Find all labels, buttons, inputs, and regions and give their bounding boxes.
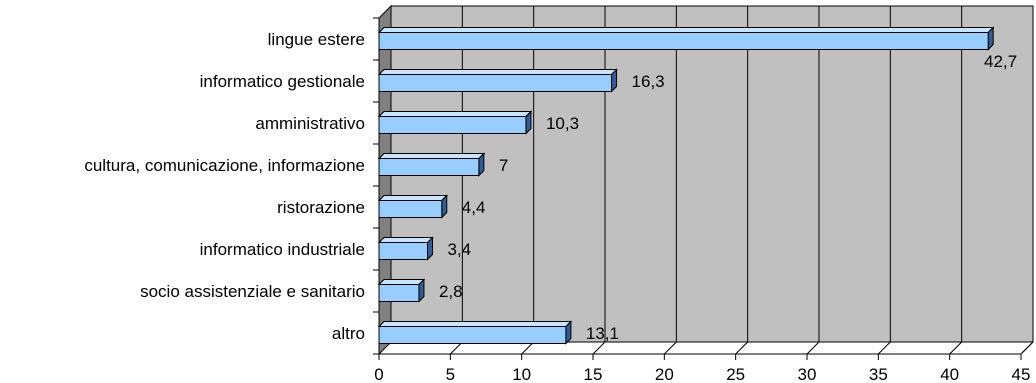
x-tick-label: 35 [869, 365, 888, 383]
floor-gridline [949, 341, 963, 355]
bar [377, 236, 434, 261]
category-label: ristorazione [277, 198, 365, 217]
x-tick-label: 20 [655, 365, 674, 383]
x-tick-label: 0 [374, 365, 383, 383]
x-tick-label: 25 [726, 365, 745, 383]
bar-front [378, 74, 613, 92]
category-label: cultura, comunicazione, informazione [84, 156, 365, 175]
x-tick-label: 40 [940, 365, 959, 383]
bar-front [378, 158, 480, 176]
bar [377, 26, 995, 51]
category-label: lingue estere [268, 30, 365, 49]
bar-top [377, 69, 618, 75]
bar-top [377, 321, 573, 327]
data-label: 3,4 [448, 240, 472, 259]
bar-top [377, 111, 533, 117]
floor-gridline [806, 341, 820, 355]
floor-edge [1020, 341, 1034, 355]
bar [377, 110, 533, 135]
bar-top [377, 237, 434, 243]
bar-front [378, 284, 420, 302]
floor-gridline [663, 341, 677, 355]
bar [377, 320, 573, 345]
floor-gridline [735, 341, 749, 355]
data-labels: 42,7 16,3 10,3 7 4,4 3,4 2,8 13,1 [439, 52, 1017, 343]
bar-top [377, 195, 448, 201]
gridlines [378, 6, 1034, 360]
x-tick-label: 30 [798, 365, 817, 383]
bar-front [378, 200, 443, 218]
bar-top [377, 27, 995, 33]
bar [377, 152, 486, 177]
data-label: 16,3 [632, 72, 665, 91]
x-tick-label: 15 [584, 365, 603, 383]
data-label: 42,7 [984, 52, 1017, 71]
category-label: altro [332, 324, 365, 343]
category-label: informatico gestionale [200, 72, 365, 91]
category-label: amministrativo [255, 114, 365, 133]
bar-front [378, 32, 989, 50]
bar-top [377, 279, 426, 285]
floor-gridline [592, 341, 606, 355]
bar [377, 278, 426, 303]
x-axis-tick-labels: 0 5 10 15 20 25 30 35 40 45 [374, 365, 1030, 383]
x-tick-label: 45 [1012, 365, 1031, 383]
category-labels: lingue estere informatico gestionale ammin… [84, 30, 365, 343]
bar-front [378, 242, 429, 260]
bars [377, 26, 995, 345]
category-label: socio assistenziale e sanitario [140, 282, 365, 301]
data-label: 13,1 [586, 324, 619, 343]
data-label: 7 [499, 156, 508, 175]
floor-gridline [877, 341, 891, 355]
plot-back-wall [390, 5, 1034, 343]
bar [377, 68, 618, 93]
bar [377, 194, 448, 219]
bar-top [377, 153, 486, 159]
bar-front [378, 116, 527, 134]
plot-walls [378, 4, 1034, 356]
x-tick-label: 5 [446, 365, 455, 383]
data-label: 10,3 [546, 114, 579, 133]
x-tick-label: 10 [512, 365, 531, 383]
data-label: 4,4 [462, 198, 486, 217]
category-label: informatico industriale [200, 240, 365, 259]
bar-front [378, 326, 567, 344]
data-label: 2,8 [439, 282, 463, 301]
